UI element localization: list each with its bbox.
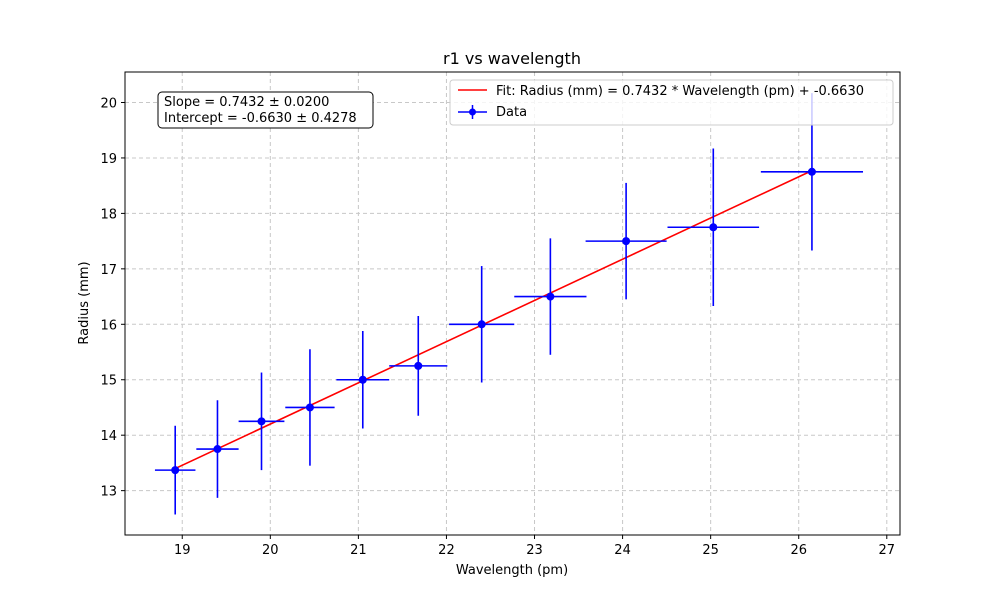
axis-ticks: 19 20 21 22 23 24 25 26 27 13 14 15 16 17 18 19 20 <box>100 96 895 558</box>
data-marker <box>477 320 486 329</box>
x-axis-label: Wavelength (pm) <box>456 563 568 578</box>
data-point <box>585 182 667 300</box>
data-marker <box>807 167 816 176</box>
x-tick-label: 20 <box>262 543 279 558</box>
data-marker <box>257 417 266 426</box>
x-tick-label: 27 <box>879 543 896 558</box>
data-point <box>285 349 335 466</box>
data-marker <box>358 375 367 384</box>
data-point <box>154 425 196 515</box>
legend-data-swatch <box>458 105 487 119</box>
annotation-box-frame <box>157 91 374 129</box>
fit-parameters-annotation: Slope = 0.7432 ± 0.0200 Intercept = -0.6… <box>157 91 374 129</box>
y-tick-label: 19 <box>100 152 117 167</box>
grid <box>125 72 900 535</box>
data-marker <box>414 361 423 370</box>
fit-line-layer <box>174 169 813 470</box>
plot-area-frame <box>124 71 901 536</box>
y-tick-label: 14 <box>100 429 117 444</box>
annotation-slope: Slope = 0.7432 ± 0.0200 <box>164 95 329 110</box>
chart-title: r1 vs wavelength <box>443 49 581 68</box>
y-tick-label: 15 <box>100 374 117 389</box>
x-tick-label: 22 <box>438 543 455 558</box>
data-marker <box>622 237 631 246</box>
data-point <box>449 266 515 383</box>
x-tick-label: 25 <box>702 543 719 558</box>
data-marker <box>213 445 222 454</box>
y-tick-label: 17 <box>100 263 117 278</box>
legend-frame <box>449 79 894 126</box>
legend-data-label: Data <box>496 105 527 120</box>
data-point <box>389 315 448 416</box>
y-tick-label: 20 <box>100 96 117 111</box>
x-tick-label: 19 <box>174 543 191 558</box>
data-points-layer <box>154 93 864 515</box>
y-tick-label: 18 <box>100 207 117 222</box>
x-tick-label: 23 <box>526 543 543 558</box>
data-marker <box>171 466 180 475</box>
data-marker <box>709 223 718 232</box>
data-point <box>336 330 390 429</box>
data-point <box>238 372 285 471</box>
data-point <box>196 400 239 498</box>
x-tick-label: 24 <box>614 543 631 558</box>
y-tick-label: 13 <box>100 485 117 500</box>
fit-line <box>174 169 813 470</box>
y-tick-label: 16 <box>100 318 117 333</box>
data-marker <box>305 403 314 412</box>
data-point <box>514 238 587 355</box>
legend: Fit: Radius (mm) = 0.7432 * Wavelength (… <box>449 79 894 126</box>
legend-fit-label: Fit: Radius (mm) = 0.7432 * Wavelength (… <box>496 84 864 99</box>
data-point <box>667 148 760 306</box>
x-tick-label: 21 <box>350 543 367 558</box>
data-marker <box>546 292 555 301</box>
y-axis-label: Radius (mm) <box>77 261 92 344</box>
annotation-intercept: Intercept = -0.6630 ± 0.4278 <box>164 111 357 126</box>
x-tick-label: 26 <box>790 543 807 558</box>
